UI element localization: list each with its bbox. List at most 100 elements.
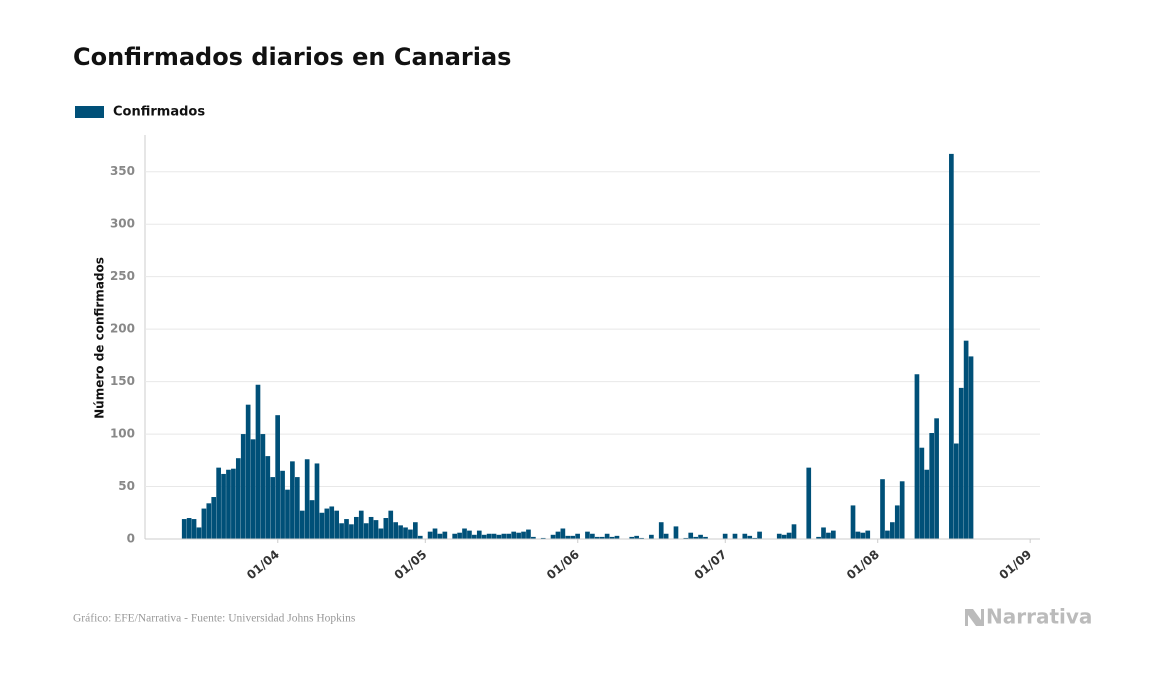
x-tick-label: 01/04 [244,547,282,582]
bar [693,536,698,539]
bar [299,510,305,539]
bar [585,531,590,539]
legend-label: Confirmados [113,105,205,120]
x-tick-label: 01/07 [692,547,730,582]
bar [294,477,300,539]
bar [245,404,251,539]
bar [555,531,561,539]
bar [275,415,280,539]
bar [609,536,615,539]
bar [831,530,836,539]
x-tick-label: 01/06 [544,547,582,582]
bar [240,434,246,539]
bar [417,535,423,539]
bar [462,528,467,539]
bar [594,536,600,539]
bar [698,534,703,539]
bar [732,533,738,539]
bar [388,510,394,539]
logo-text: Narrativa [986,605,1092,629]
bar [437,533,443,539]
bar [511,531,517,539]
bar [791,524,797,539]
bar [752,537,757,539]
bar [673,526,679,539]
bar [398,525,403,539]
source: Gráfico: EFE/Narrativa - Fuente: Univers… [73,613,356,625]
bar [550,534,556,539]
bar [206,503,212,539]
bar [575,533,580,539]
bar [565,535,571,539]
bar [339,523,344,539]
y-tick-label: 300 [110,217,135,231]
bar [540,537,546,539]
bar [629,536,635,539]
bar [590,533,595,539]
bar [260,434,266,539]
bar [703,536,708,539]
bar [476,530,482,539]
bar [757,531,762,539]
x-tick-label: 01/05 [392,547,430,582]
logo: Narrativa [965,605,1092,629]
bar [722,533,728,539]
bar [403,527,408,539]
bar [408,529,413,539]
bar [285,489,290,539]
bar [949,153,954,539]
bar [688,532,694,539]
y-tick-label: 200 [110,322,135,336]
bar [211,497,217,539]
chart-title: Confirmados diarios en Canarias [73,43,511,71]
bar [855,531,861,539]
bar [658,522,664,539]
bar [850,505,856,539]
bar [255,384,261,539]
bar [604,533,610,539]
bar [378,528,384,539]
bar [560,528,566,539]
bar [742,533,748,539]
bar [885,530,890,539]
bar [265,456,271,539]
bar [363,523,369,539]
bar [334,510,339,539]
bar [191,519,197,539]
bar [221,473,226,539]
bar [531,536,536,539]
bar [899,481,905,539]
bar [393,522,399,539]
bar [368,516,374,539]
bar [216,467,221,539]
bar [358,510,364,539]
bar [231,468,236,539]
bar [894,505,900,539]
bar [806,467,812,539]
bar [865,530,871,539]
logo-icon [965,609,984,626]
bar [457,532,462,539]
bar [452,533,458,539]
bar [181,519,187,539]
bar [516,532,521,539]
bar [496,534,502,539]
bar [521,531,526,539]
bar [501,533,507,539]
bar [432,528,438,539]
bar [186,518,192,539]
bar [963,340,969,539]
bar [776,533,782,539]
bar [442,531,448,539]
bar [914,374,920,539]
bar [201,508,207,539]
y-tick-label: 0 [127,532,135,546]
bar [683,537,689,539]
bar [781,534,787,539]
bar [270,477,276,539]
bar [280,470,285,539]
bar [614,535,620,539]
legend-swatch [75,106,104,118]
bar [821,527,826,539]
